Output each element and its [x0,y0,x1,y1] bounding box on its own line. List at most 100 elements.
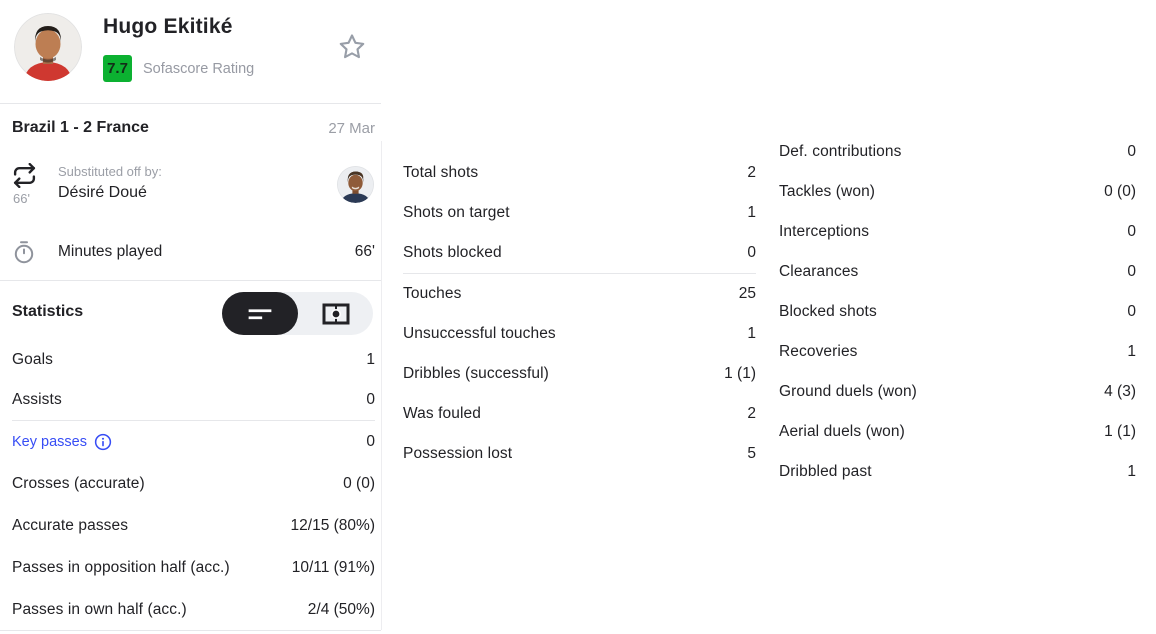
stat-value: 10/11 (91%) [291,559,375,576]
stat-row: Recoveries 1 [779,332,1136,372]
key-passes-link[interactable]: Key passes [12,433,112,451]
stat-value: 1 [747,325,756,342]
stopwatch-icon [12,240,36,264]
group-divider [12,420,375,421]
stat-value: 1 [1127,463,1136,480]
stat-label: Total shots [403,164,479,181]
stat-label: Key passes [12,434,87,450]
stat-row: Passes in opposition half (acc.) 10/11 (… [12,547,375,589]
stat-label: Def. contributions [779,143,902,160]
stat-value: 2 [747,164,756,181]
stat-label: Passes in opposition half (acc.) [12,559,230,576]
stat-value: 1 (1) [1104,423,1136,440]
stat-row: Passes in own half (acc.) 2/4 (50%) [12,589,375,631]
stat-label: Passes in own half (acc.) [12,601,187,618]
stat-value: 0 [1127,143,1136,160]
stat-row: Clearances 0 [779,252,1136,292]
stat-value: 12/15 (80%) [290,517,375,534]
stats-column-left: Goals 1 Assists 0 Key passes 0 Crosses (… [12,340,375,631]
stat-row: Dribbles (successful) 1 (1) [403,354,756,394]
stat-label: Touches [403,285,462,302]
stat-row: Goals 1 [12,340,375,380]
stat-label: Recoveries [779,343,858,360]
stat-label: Shots on target [403,204,510,221]
stat-row: Def. contributions 0 [779,132,1136,172]
stat-value: 0 (0) [343,475,375,492]
stat-value: 0 [366,433,375,450]
substitution-arrows-icon [12,163,37,188]
stat-label: Possession lost [403,445,513,462]
stat-row: Key passes 0 [12,421,375,463]
stat-label: Accurate passes [12,517,129,534]
stat-row: Accurate passes 12/15 (80%) [12,505,375,547]
section-divider [0,280,381,281]
pitch-view-button[interactable] [298,292,373,335]
info-circle-icon[interactable] [94,433,112,451]
stat-value: 1 [366,351,375,368]
match-title: Brazil 1 - 2 France [12,119,149,136]
stat-row: Ground duels (won) 4 (3) [779,372,1136,412]
stat-row: Tackles (won) 0 (0) [779,172,1136,212]
favorite-star-button[interactable] [336,31,368,63]
substituted-player-name[interactable]: Désiré Doué [58,184,147,201]
stat-label: Ground duels (won) [779,383,917,400]
match-date: 27 Mar [328,119,375,137]
stat-label: Dribbles (successful) [403,365,549,382]
stat-value: 0 (0) [1104,183,1136,200]
stat-label: Unsuccessful touches [403,325,556,342]
stat-row: Was fouled 2 [403,394,756,434]
bottom-divider [0,630,381,631]
player-avatar [14,13,82,81]
substitution-label: Substituted off by: [58,164,162,179]
stat-row: Shots blocked 0 [403,233,756,273]
stat-label: Dribbled past [779,463,872,480]
stat-label: Shots blocked [403,244,502,261]
stats-column-right: Def. contributions 0 Tackles (won) 0 (0)… [779,132,1136,492]
substituted-player-avatar[interactable] [337,166,374,203]
stat-row: Total shots 2 [403,153,756,193]
stat-value: 0 [366,391,375,408]
rating-label: Sofascore Rating [143,60,255,77]
stat-label: Clearances [779,263,859,280]
stat-value: 0 [747,244,756,261]
view-toggle [222,292,373,335]
stat-value: 1 [747,204,756,221]
stat-value: 0 [1127,303,1136,320]
stat-row: Shots on target 1 [403,193,756,233]
pitch-view-icon [322,303,350,325]
stat-value: 4 (3) [1104,383,1136,400]
list-view-icon [247,301,273,327]
stats-column-middle: Total shots 2 Shots on target 1 Shots bl… [403,153,756,474]
stat-value: 0 [1127,223,1136,240]
stat-row: Dribbled past 1 [779,452,1136,492]
page-title: Hugo Ekitiké [103,15,233,38]
stat-value: 2/4 (50%) [307,601,375,618]
stat-row: Assists 0 [12,380,375,420]
group-divider [403,273,756,274]
list-view-button[interactable] [222,292,298,335]
stat-label: Crosses (accurate) [12,475,145,492]
stat-value: 0 [1127,263,1136,280]
stat-label: Blocked shots [779,303,877,320]
header-divider [0,103,381,104]
minutes-played-value: 66' [354,243,375,260]
stat-label: Goals [12,351,53,368]
stat-row: Aerial duels (won) 1 (1) [779,412,1136,452]
stat-value: 25 [738,285,756,302]
star-outline-icon [337,32,367,62]
statistics-title: Statistics [12,303,84,320]
stat-row: Blocked shots 0 [779,292,1136,332]
stat-value: 1 [1127,343,1136,360]
stat-row: Touches 25 [403,274,756,314]
rating-badge: 7.7 [103,55,132,82]
stat-value: 5 [747,445,756,462]
stat-label: Interceptions [779,223,870,240]
column-divider [381,141,382,630]
stat-row: Possession lost 5 [403,434,756,474]
stat-row: Unsuccessful touches 1 [403,314,756,354]
match-row[interactable]: Brazil 1 - 2 France 27 Mar [12,112,375,144]
stat-value: 2 [747,405,756,422]
stat-label: Tackles (won) [779,183,876,200]
minutes-played-label: Minutes played [58,243,163,260]
stat-row: Interceptions 0 [779,212,1136,252]
